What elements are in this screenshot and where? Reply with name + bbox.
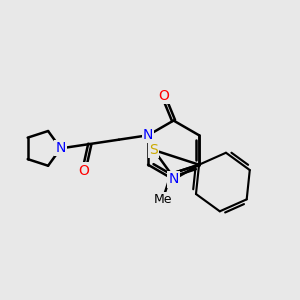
Text: O: O <box>79 164 89 178</box>
Text: N: N <box>168 172 179 186</box>
Text: O: O <box>158 88 169 103</box>
Text: S: S <box>149 143 158 157</box>
Text: Me: Me <box>154 193 172 206</box>
Text: N: N <box>143 128 153 142</box>
Text: N: N <box>56 141 66 155</box>
